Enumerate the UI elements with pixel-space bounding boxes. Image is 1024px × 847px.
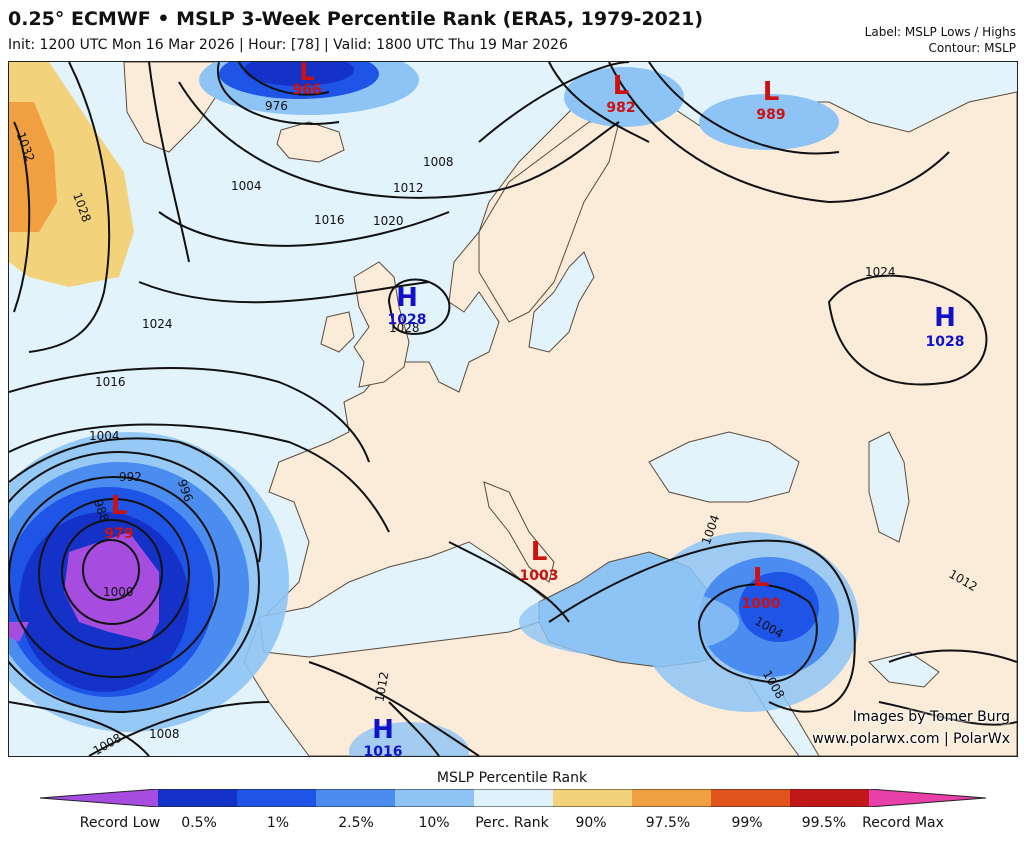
low-marker: L (753, 563, 770, 593)
isobar-label: 1012 (393, 181, 424, 195)
isobar-label: 976 (265, 99, 288, 113)
colorbar-tick: 10% (418, 815, 450, 831)
high-marker: H (372, 715, 394, 745)
isobar-layer (9, 62, 1017, 756)
low-marker: L (531, 537, 548, 567)
credit-line2: www.polarwx.com | PolarWx (812, 731, 1010, 747)
isobar-label: 1024 (865, 265, 896, 279)
isobar-label: 1028 (389, 321, 420, 335)
high-value: 1028 (926, 334, 965, 350)
colorbar-segment (474, 789, 553, 807)
isobar-label: 1004 (89, 429, 120, 443)
colorbar-tick: Record Max (862, 815, 944, 831)
label-info: Label: MSLP Lows / Highs Contour: MSLP (865, 24, 1016, 56)
low-value: 979 (104, 526, 133, 542)
isobar-label: 1020 (373, 214, 404, 228)
low-value: 989 (756, 107, 785, 123)
low-value: 966 (292, 82, 321, 98)
colorbar-segment (237, 789, 316, 807)
high-value: 1028 (388, 312, 427, 328)
colorbar-tick: 0.5% (181, 815, 217, 831)
low-marker: L (299, 62, 314, 86)
isobar-label: 1004 (231, 179, 262, 193)
pressure-centers: L 966 L 982 L 989 H 1028 H 1028 L 979 L … (104, 62, 964, 756)
low-marker: L (763, 77, 780, 107)
colorbar-tick: 2.5% (338, 815, 374, 831)
colorbar-tick: 99.5% (801, 815, 847, 831)
colorbar (40, 789, 986, 807)
colorbar-segment (316, 789, 395, 807)
low-marker: L (613, 71, 630, 101)
chart-subtitle: Init: 1200 UTC Mon 16 Mar 2026 | Hour: [… (8, 37, 568, 53)
colorbar-segment (790, 789, 869, 807)
chart-title: 0.25° ECMWF • MSLP 3-Week Percentile Ran… (8, 8, 704, 30)
colorbar-title: MSLP Percentile Rank (436, 770, 588, 786)
isobar-label: 1000 (103, 585, 134, 599)
isobar-label: 1012 (372, 671, 391, 704)
map-panel[interactable]: 1032 1028 976 1004 1008 1012 1016 1020 1… (8, 61, 1018, 757)
isobar-label: 992 (119, 470, 142, 484)
colorbar-segment (553, 789, 632, 807)
low-value: 1000 (742, 596, 781, 612)
colorbar-segment (632, 789, 711, 807)
anomaly-shading (9, 62, 859, 756)
isobar-label: 1008 (149, 727, 180, 741)
colorbar-tick: 99% (731, 815, 763, 831)
colorbar-tick: 97.5% (645, 815, 691, 831)
credit-line1: Images by Tomer Burg (852, 709, 1010, 725)
high-value: 1016 (364, 744, 403, 756)
colorbar-tick: 90% (575, 815, 607, 831)
high-marker: H (934, 303, 956, 333)
colorbar-segment (711, 789, 790, 807)
label-line: Label: MSLP Lows / Highs (864, 25, 1016, 39)
low-value: 982 (606, 100, 635, 116)
low-value: 1003 (520, 568, 559, 584)
isobar-label: 1016 (314, 213, 345, 227)
high-marker: H (396, 283, 418, 313)
isobar-label: 1016 (95, 375, 126, 389)
colorbar-segment (158, 789, 237, 807)
colorbar-segment (40, 789, 158, 807)
map-svg: 1032 1028 976 1004 1008 1012 1016 1020 1… (9, 62, 1017, 756)
colorbar-segment (395, 789, 474, 807)
low-marker: L (111, 491, 128, 521)
colorbar-tick: Record Low (79, 815, 161, 831)
colorbar-tick: Perc. Rank (475, 815, 549, 831)
contour-line: Contour: MSLP (928, 41, 1016, 55)
isobar-label: 1008 (423, 155, 454, 169)
colorbar-segment (869, 789, 986, 807)
isobar-label: 1024 (142, 317, 173, 331)
colorbar-tick: 1% (266, 815, 290, 831)
